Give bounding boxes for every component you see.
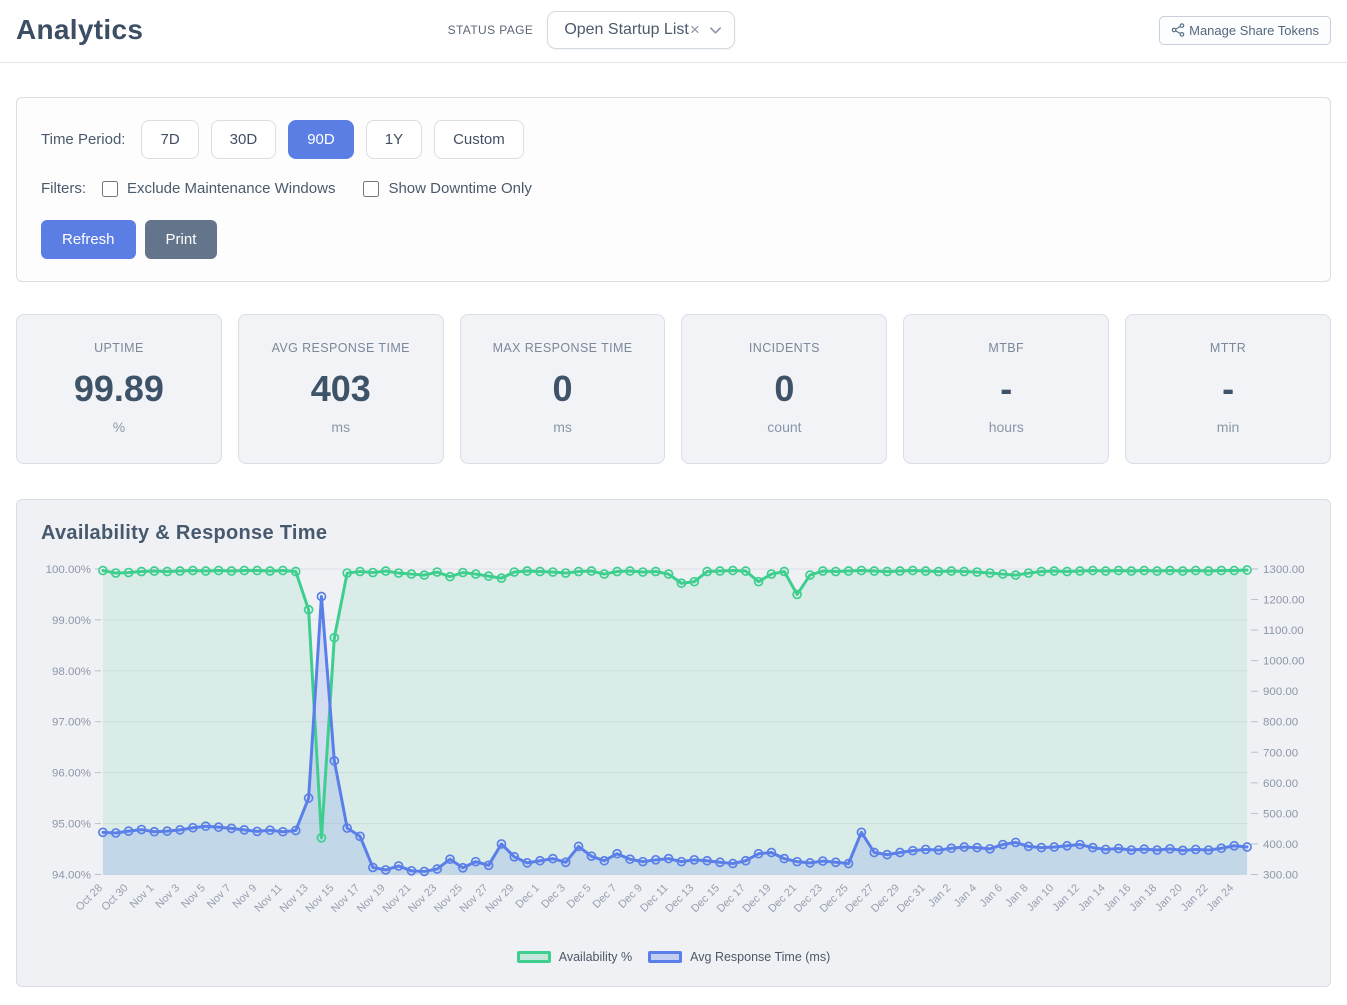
svg-text:Oct 30: Oct 30 (99, 882, 130, 913)
svg-text:Dec 7: Dec 7 (591, 882, 620, 911)
svg-text:96.00%: 96.00% (52, 768, 91, 780)
svg-text:1300.00: 1300.00 (1263, 564, 1304, 576)
svg-text:Jan 6: Jan 6 (977, 882, 1004, 909)
svg-text:Jan 22: Jan 22 (1179, 882, 1211, 914)
time-period-row: Time Period: 7D 30D 90D 1Y Custom (41, 120, 1306, 159)
svg-text:Nov 29: Nov 29 (483, 882, 516, 915)
svg-text:Jan 2: Jan 2 (926, 882, 953, 909)
time-period-button-custom[interactable]: Custom (434, 120, 524, 159)
time-period-label: Time Period: (41, 131, 126, 148)
stat-card-avg-response-time: AVG RESPONSE TIME 403 ms (237, 314, 444, 464)
time-period-button-90d[interactable]: 90D (288, 120, 354, 159)
status-page-label: STATUS PAGE (447, 23, 534, 37)
time-period-button-30d[interactable]: 30D (210, 120, 277, 159)
svg-text:Jan 18: Jan 18 (1127, 882, 1159, 914)
svg-text:Jan 16: Jan 16 (1102, 882, 1134, 914)
stat-card-incidents: INCIDENTS 0 count (681, 314, 888, 464)
header: Analytics STATUS PAGE Open Startup List … (0, 0, 1347, 63)
svg-text:98.00%: 98.00% (52, 666, 91, 678)
refresh-button[interactable]: Refresh (41, 220, 136, 259)
svg-text:1000.00: 1000.00 (1263, 656, 1304, 668)
svg-text:Jan 4: Jan 4 (952, 882, 979, 909)
filter-panel: Time Period: 7D 30D 90D 1Y Custom Filter… (16, 97, 1331, 282)
stat-card-max-response-time: MAX RESPONSE TIME 0 ms (459, 314, 666, 464)
stat-card-mtbf: MTBF - hours (903, 314, 1110, 464)
svg-text:Jan 20: Jan 20 (1153, 882, 1185, 914)
share-icon (1171, 23, 1185, 37)
exclude-maintenance-checkbox-input[interactable] (102, 180, 118, 197)
time-period-button-1y[interactable]: 1Y (365, 120, 423, 159)
status-page-selector-group: STATUS PAGE Open Startup List × (448, 11, 735, 49)
svg-text:800.00: 800.00 (1263, 717, 1298, 729)
page-title: Analytics (16, 14, 144, 45)
svg-text:Nov 5: Nov 5 (179, 882, 208, 911)
svg-text:Dec 3: Dec 3 (539, 882, 568, 911)
chart-canvas: 100.00% 99.00% 98.00% 97.00% 96.00% 95.00% 94.… (46, 564, 1305, 915)
stat-card-uptime: UPTIME 99.89 % (16, 314, 222, 464)
svg-text:900.00: 900.00 (1263, 686, 1298, 698)
svg-text:94.00%: 94.00% (52, 869, 91, 881)
svg-text:Jan 24: Jan 24 (1205, 882, 1237, 914)
response-time-swatch-icon (648, 951, 683, 964)
chevron-down-icon (709, 24, 722, 37)
chart-legend: Availability % Avg Response Time (ms) (41, 946, 1306, 972)
svg-text:1200.00: 1200.00 (1263, 595, 1304, 607)
svg-text:95.00%: 95.00% (52, 819, 91, 831)
status-page-selected-value: Open Startup List (564, 21, 689, 38)
svg-text:500.00: 500.00 (1263, 808, 1298, 820)
filters-row: Filters: Exclude Maintenance Windows Sho… (41, 180, 1306, 197)
svg-text:97.00%: 97.00% (52, 717, 91, 729)
chart-title: Availability & Response Time (41, 522, 328, 544)
svg-text:Dec 1: Dec 1 (513, 882, 542, 911)
print-button[interactable]: Print (144, 220, 218, 259)
svg-text:Jan 14: Jan 14 (1076, 882, 1108, 914)
svg-text:700.00: 700.00 (1263, 747, 1298, 759)
exclude-maintenance-checkbox[interactable]: Exclude Maintenance Windows (102, 180, 335, 197)
availability-chart-card: Availability & Response Time 100.00% 99.0… (16, 499, 1331, 988)
svg-text:Nov 1: Nov 1 (128, 882, 157, 911)
stat-card-mttr: MTTR - min (1125, 314, 1331, 464)
status-page-dropdown[interactable]: Open Startup List × (547, 11, 735, 49)
svg-text:Jan 12: Jan 12 (1050, 882, 1082, 914)
actions-row: Refresh Print (41, 220, 1306, 259)
svg-text:1100.00: 1100.00 (1263, 625, 1304, 637)
availability-swatch-icon (516, 951, 551, 964)
legend-item-response-time: Avg Response Time (ms) (648, 950, 830, 964)
filters-label: Filters: (41, 180, 86, 197)
stats-row: UPTIME 99.89 % AVG RESPONSE TIME 403 ms … (16, 314, 1331, 464)
legend-item-availability: Availability % (516, 950, 632, 964)
svg-text:Dec 31: Dec 31 (895, 882, 928, 915)
svg-text:Oct 28: Oct 28 (74, 882, 105, 913)
svg-text:Jan 10: Jan 10 (1025, 882, 1057, 914)
svg-text:Dec 5: Dec 5 (565, 882, 594, 911)
show-downtime-checkbox-input[interactable] (363, 180, 380, 197)
availability-response-chart: 100.00% 99.00% 98.00% 97.00% 96.00% 95.00% 94.… (41, 555, 1306, 946)
svg-text:Nov 3: Nov 3 (153, 882, 182, 911)
clear-selection-icon[interactable]: × (689, 20, 700, 39)
svg-text:99.00%: 99.00% (52, 615, 91, 627)
manage-share-tokens-button[interactable]: Manage Share Tokens (1159, 15, 1331, 45)
svg-text:Nov 7: Nov 7 (205, 882, 234, 911)
time-period-button-7d[interactable]: 7D (141, 120, 199, 159)
svg-text:400.00: 400.00 (1263, 839, 1298, 851)
show-downtime-checkbox[interactable]: Show Downtime Only (363, 180, 532, 197)
svg-text:100.00%: 100.00% (46, 564, 91, 576)
svg-text:600.00: 600.00 (1263, 778, 1298, 790)
svg-text:300.00: 300.00 (1263, 869, 1298, 881)
